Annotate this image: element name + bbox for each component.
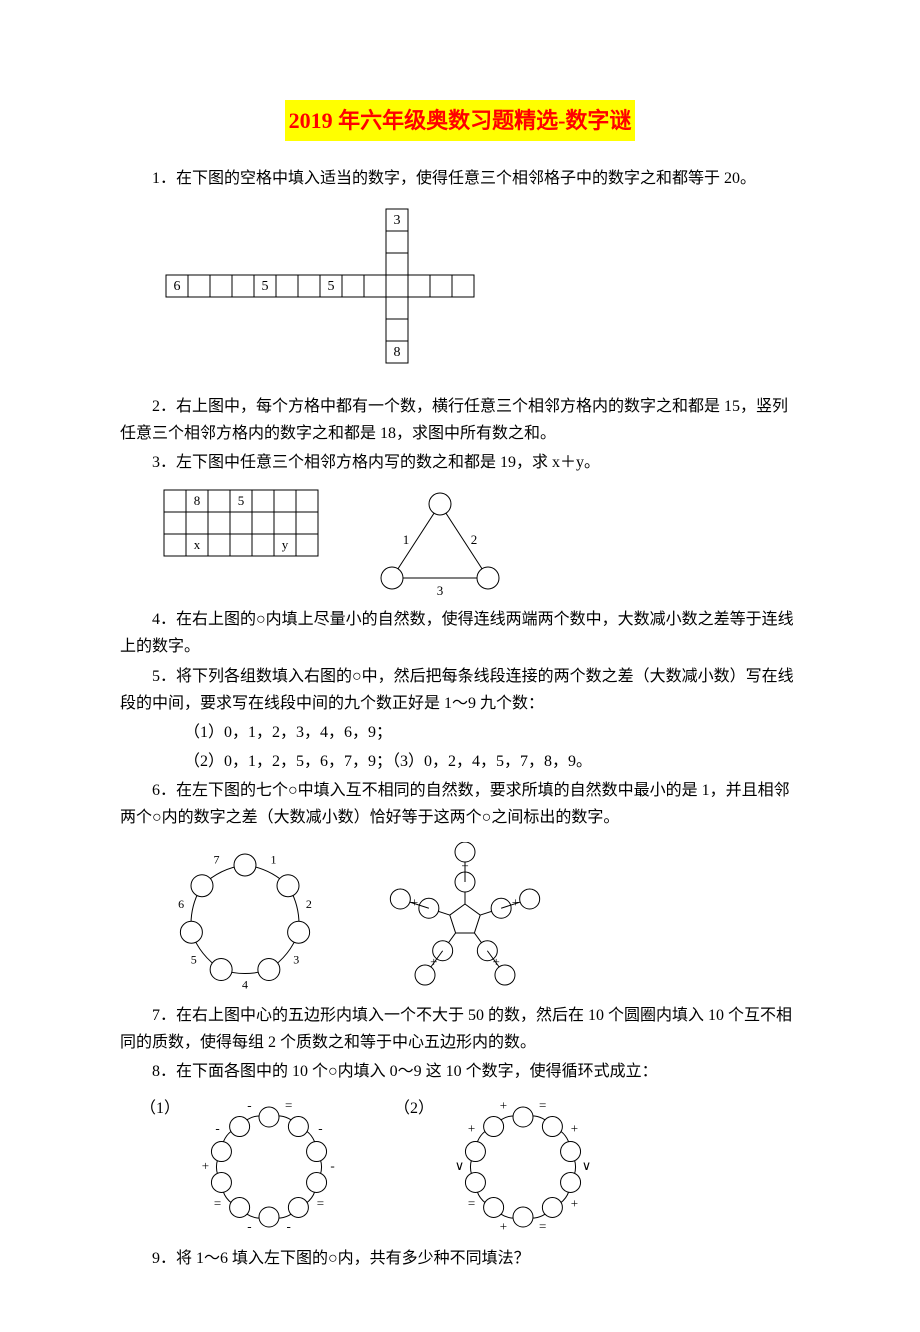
svg-text:5: 5 [328,279,335,294]
figure-8a-svg: = - - = - - = + - - [184,1095,354,1235]
svg-text:2: 2 [306,897,312,911]
svg-text:3: 3 [293,952,299,966]
svg-text:-: - [247,1219,251,1234]
figure-8-label-2: （2） [394,1100,434,1117]
svg-text:=: = [285,1098,292,1113]
figure-8-1-wrap: （1） = - - = - - = + - - [140,1095,354,1235]
question-4: 4．在右上图的○内填上尽量小的自然数，使得连线两端两个数中，大数减小数之差等于连… [120,606,800,660]
page-root: 2019 年六年级奥数习题精选-数字谜 1．在下图的空格中填入适当的数字，使得任… [0,0,920,1332]
svg-text:2: 2 [471,532,478,547]
svg-text:5: 5 [262,279,269,294]
question-7: 7．在右上图中心的五边形内填入一个不大于 50 的数，然后在 10 个圆圈内填入… [120,1002,800,1056]
svg-text:=: = [539,1098,546,1113]
svg-text:+: + [411,894,418,909]
svg-text:+: + [500,1219,507,1234]
svg-text:=: = [214,1196,221,1211]
svg-text:=: = [317,1196,324,1211]
svg-text:8: 8 [194,493,201,508]
figure-3a-svg: 8 5 x y [160,486,330,566]
svg-text:1: 1 [270,852,276,866]
svg-text:7: 7 [214,852,220,866]
svg-text:x: x [194,537,201,552]
svg-text:-: - [286,1219,290,1234]
svg-text:3: 3 [394,213,401,228]
svg-text:+: + [571,1121,578,1136]
svg-text:+: + [500,1098,507,1113]
svg-text:4: 4 [242,977,248,991]
svg-text:∨: ∨ [455,1158,465,1173]
svg-text:+: + [512,894,519,909]
figure-8-row: （1） = - - = - - = + - - （2） = + ∨ + = + = ∨ + + [140,1095,800,1235]
question-3: 3．左下图中任意三个相邻方格内写的数之和都是 19，求 x＋y。 [120,449,800,476]
svg-text:+: + [571,1196,578,1211]
svg-text:+: + [202,1158,209,1173]
svg-text:-: - [330,1158,334,1173]
figure-3b-svg: 1 2 3 [370,486,510,596]
svg-text:∨: ∨ [582,1158,592,1173]
svg-text:-: - [215,1121,219,1136]
question-5a: （1）0，1，2，3，4，6，9； [152,719,800,746]
svg-text:+: + [468,1121,475,1136]
question-5b: （2）0，1，2，5，6，7，9；（3）0，2，4，5，7，8，9。 [152,748,800,775]
question-5: 5．将下列各组数填入右图的○中，然后把每条线段连接的两个数之差（大数减小数）写在… [120,663,800,717]
svg-text:-: - [318,1121,322,1136]
question-8: 8．在下面各图中的 10 个○内填入 0～9 这 10 个数字，使得循环式成立： [120,1058,800,1085]
question-2: 2．右上图中，每个方格中都有一个数，横行任意三个相邻方格内的数字之和都是 15，… [120,393,800,447]
figure-1: 6 5 5 3 8 [160,203,800,383]
figure-6b-svg: +++++ [370,842,560,992]
svg-text:5: 5 [191,952,197,966]
figure-6a-svg: 1 2 3 4 5 6 7 [160,842,330,992]
svg-text:6: 6 [174,279,181,294]
svg-text:1: 1 [403,532,410,547]
svg-text:5: 5 [238,493,245,508]
page-title: 2019 年六年级奥数习题精选-数字谜 [285,100,636,141]
title-wrap: 2019 年六年级奥数习题精选-数字谜 [120,100,800,155]
svg-text:6: 6 [178,897,184,911]
question-9: 9．将 1～6 填入左下图的○内，共有多少种不同填法？ [120,1245,800,1272]
svg-text:=: = [539,1219,546,1234]
svg-text:8: 8 [394,345,401,360]
figure-3-row: 8 5 x y 1 2 3 [160,486,800,596]
figure-8-2-wrap: （2） = + ∨ + = + = ∨ + + [394,1095,608,1235]
question-6: 6．在左下图的七个○中填入互不相同的自然数，要求所填的自然数中最小的是 1，并且… [120,777,800,831]
figure-8-label-1: （1） [140,1100,180,1117]
figure-6-row: 1234567 +++++ [160,842,800,992]
question-1: 1．在下图的空格中填入适当的数字，使得任意三个相邻格子中的数字之和都等于 20。 [120,165,800,192]
svg-text:-: - [247,1098,251,1113]
figure-1-svg: 6 5 5 3 8 [160,203,520,383]
svg-text:3: 3 [437,583,444,596]
svg-text:y: y [282,537,289,552]
svg-text:=: = [468,1196,475,1211]
figure-8b-svg: = + ∨ + = + = ∨ + + [438,1095,608,1235]
